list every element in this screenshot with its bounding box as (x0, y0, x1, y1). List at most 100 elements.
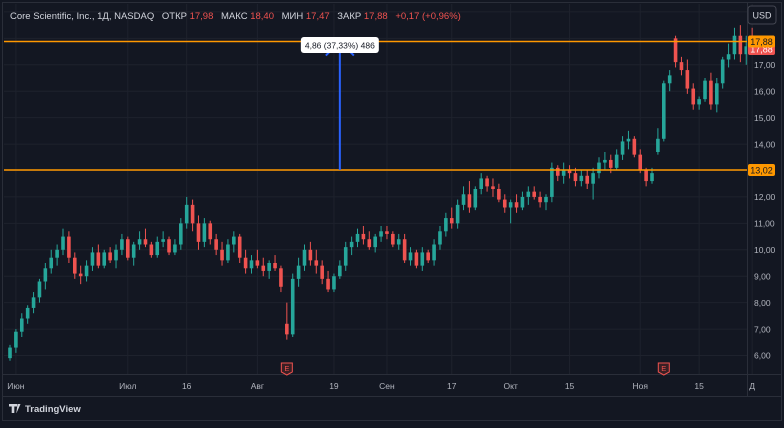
high-label: МАКС (221, 11, 248, 22)
candle (173, 239, 177, 256)
candle-body (184, 204, 189, 224)
candle-body (408, 252, 413, 261)
candle (279, 265, 283, 293)
candle (455, 199, 460, 229)
candle (114, 244, 118, 269)
candle-body (355, 233, 360, 242)
candle (55, 244, 59, 266)
x-tick-label: Сен (379, 381, 395, 391)
candle-body (491, 186, 495, 189)
candle-body (161, 239, 165, 242)
candle (326, 270, 330, 293)
measure-label: 4,86 (37,33%) 486 (300, 37, 379, 53)
currency-button[interactable]: USD (747, 5, 777, 25)
candle (579, 170, 584, 187)
lower-line-badge-bg (748, 163, 775, 176)
y-tick-label: 12,00 (754, 192, 776, 202)
y-tick-label: 15,00 (754, 113, 776, 123)
candle-body (190, 204, 195, 224)
candle-body (343, 247, 348, 266)
candle (396, 233, 401, 250)
candle (67, 231, 71, 263)
candle (349, 236, 354, 256)
candle (385, 226, 389, 240)
candle-body (249, 260, 254, 269)
candle (620, 136, 625, 160)
candle-body (461, 194, 466, 205)
candle (573, 167, 578, 187)
candle-body (102, 252, 107, 266)
upper-line-badge-text: 17,88 (750, 37, 773, 47)
candle (308, 241, 313, 266)
y-tick-label: 9,00 (754, 271, 771, 281)
chart-frame (2, 2, 782, 421)
candle-body (267, 263, 271, 271)
candle-body (656, 138, 660, 152)
candle (137, 231, 142, 250)
candle-body (167, 239, 171, 253)
candle-body (532, 191, 537, 197)
candle-body (614, 154, 619, 168)
candle (709, 72, 713, 110)
candle (31, 292, 36, 314)
candle-body (114, 249, 118, 261)
candle (184, 196, 189, 229)
candle-body (632, 138, 637, 155)
candle-body (208, 223, 213, 240)
candle-body (726, 54, 731, 60)
candle (285, 302, 289, 340)
x-tick-label: Авг (251, 381, 264, 391)
candle (131, 241, 136, 266)
candle-body (279, 268, 283, 287)
x-tick-label: Июн (7, 381, 24, 391)
candle (220, 241, 224, 266)
candle (444, 212, 448, 237)
candle-body (514, 202, 519, 208)
candle (267, 260, 271, 279)
tradingview-logo-icon[interactable] (9, 404, 21, 413)
candle (520, 191, 525, 211)
candle-body (179, 223, 183, 245)
earnings-marker: E (657, 362, 670, 376)
candle-body (361, 233, 366, 240)
candle (320, 260, 324, 285)
candle-body (320, 265, 324, 279)
candle (179, 218, 183, 250)
candle (603, 152, 607, 171)
candle-body (414, 252, 419, 266)
candle-body (502, 199, 507, 208)
candle (438, 226, 442, 250)
candle (338, 260, 342, 279)
candle (414, 249, 419, 269)
lower-line-badge-text: 13,02 (750, 165, 773, 175)
candle-body (667, 75, 672, 84)
close-value: 17,88 (364, 11, 388, 22)
currency-button-bg[interactable] (747, 5, 777, 25)
candle-body (373, 236, 377, 248)
low-value: 17,47 (306, 11, 330, 22)
legend-line: Core Scientific, Inc., 1Д, NASDAQ ОТКР 1… (10, 11, 461, 22)
candle (585, 170, 590, 189)
candle-body (638, 154, 643, 171)
low-label: МИН (282, 11, 304, 22)
candle-body (173, 244, 177, 253)
symbol-title: Core Scientific, Inc., 1Д, NASDAQ (10, 11, 154, 22)
candle-body (78, 273, 83, 277)
candle-body (43, 268, 48, 282)
brand[interactable]: TradingView (9, 404, 81, 415)
candle-body (49, 257, 54, 269)
candle-body (72, 257, 77, 274)
candle-body (691, 88, 696, 105)
candle-body (261, 265, 266, 271)
candle-body (14, 331, 18, 348)
candle (49, 249, 54, 274)
open-label: ОТКР (162, 11, 187, 22)
candle-body (385, 231, 389, 234)
y-tick-label: 8,00 (754, 298, 771, 308)
candle (726, 43, 731, 68)
candle (514, 194, 519, 213)
candle-body (573, 173, 578, 182)
brand-text[interactable]: TradingView (25, 404, 81, 415)
currency-button-label[interactable]: USD (752, 11, 772, 21)
